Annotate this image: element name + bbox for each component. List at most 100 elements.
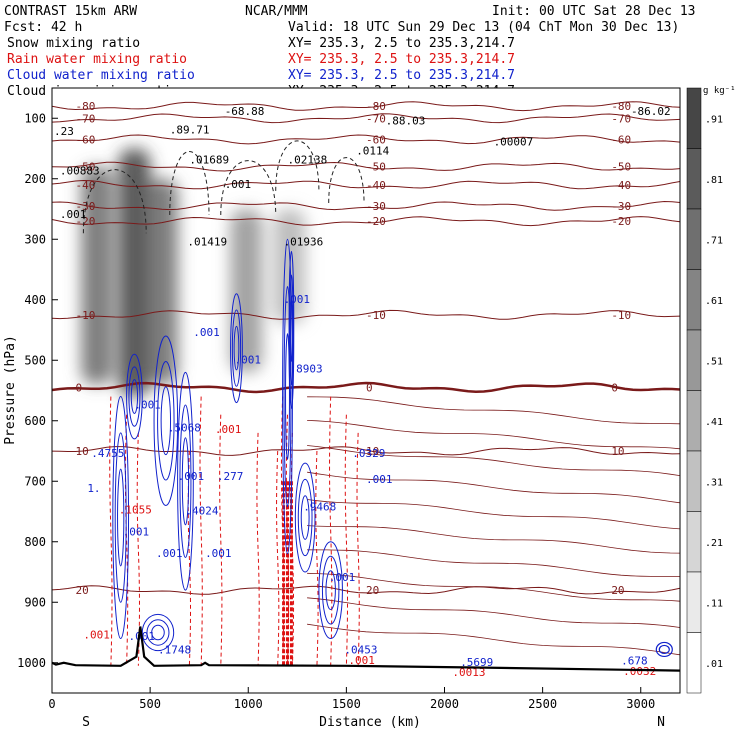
legend-label: Rain water mixing ratio <box>7 52 187 67</box>
isotherm-label: -50 <box>76 161 96 174</box>
isotherm-line <box>51 101 681 112</box>
cloud-water-contour <box>325 570 336 611</box>
isotherm-line <box>51 161 681 172</box>
isotherm-line <box>51 216 681 227</box>
isotherm-label: -30 <box>366 200 386 213</box>
colorbar-box <box>686 632 702 694</box>
isotherm-label: -50 <box>611 161 631 174</box>
isotherm-label: -40 <box>76 179 96 192</box>
colorbar-box <box>686 571 702 633</box>
isotherm-label: -70 <box>611 112 631 125</box>
field-label: .001 <box>329 571 356 584</box>
cloud-water-contour <box>130 379 139 414</box>
isotherm-label: -80 <box>366 100 386 113</box>
isotherm-label: -10 <box>76 309 96 322</box>
isotherm-line <box>51 113 681 124</box>
field-label: .001 <box>215 423 242 436</box>
model-title: CONTRAST 15km ARW <box>4 4 137 19</box>
colorbar-box <box>686 390 702 452</box>
rain-contour <box>256 432 260 666</box>
field-label: -68.88 <box>225 105 265 118</box>
colorbar-box <box>686 87 702 149</box>
rain-contour <box>124 414 129 666</box>
field-label: .001 <box>83 629 110 642</box>
field-label: .1748 <box>158 644 191 657</box>
cloud-water-contour <box>160 386 172 456</box>
forecast-hour: Fcst: 42 h <box>4 20 82 35</box>
field-label: .001 <box>225 178 252 191</box>
cloud-water-contour <box>141 613 175 652</box>
field-label: .001 <box>348 654 375 667</box>
field-label: .89.71 <box>170 123 210 136</box>
cloud-water-contour <box>318 541 343 640</box>
plot-area: -80 -80 -80-70 -70 -70-60 -60 -60-50 -50 -50-40-… <box>51 88 681 693</box>
field-label: .001 <box>205 547 232 560</box>
y-axis-label: Pressure (hPa) <box>3 335 18 445</box>
cloud-water-contour <box>181 437 190 526</box>
terrain-line <box>51 626 681 672</box>
south-label: S <box>82 715 90 730</box>
x-tick-label: 0 <box>48 697 55 711</box>
isotherm-label: 10 <box>611 445 624 458</box>
colorbar-label: .21 <box>705 538 723 549</box>
field-label: .5699 <box>460 656 493 669</box>
snow-column <box>118 148 151 397</box>
axes: 0 500 1000 1500 2000 2500 30001002003004005006… <box>3 87 681 730</box>
rain-contour <box>285 414 290 666</box>
field-label: .23 <box>54 125 74 138</box>
rain-contour <box>199 396 203 666</box>
colorbar-box <box>686 450 702 512</box>
cloud-water-contour <box>289 298 293 362</box>
isotherm-label: 20 <box>76 584 89 597</box>
rain-contour <box>344 414 348 666</box>
cloud-water-contour <box>126 353 143 440</box>
ice-contour <box>328 157 365 203</box>
field-label: .001 <box>235 353 262 366</box>
colorbar-label: .11 <box>705 598 723 609</box>
y-tick-label: 200 <box>24 172 46 186</box>
y-tick-label: 900 <box>24 595 46 609</box>
isotherm-line <box>51 309 681 320</box>
cloud-water-contour <box>321 555 340 625</box>
black-labels: .23 .89.71 -68.88 .88.03 -86.02 .00883 .001 .01… <box>54 105 671 248</box>
isotherm-line <box>307 525 681 554</box>
isotherm-label: -20 <box>366 215 386 228</box>
isotherm-label: 10 <box>76 445 89 458</box>
y-tick-label: 800 <box>24 535 46 549</box>
snow-column <box>81 166 114 385</box>
field-label: .001 <box>60 208 87 221</box>
colorbar-box <box>686 511 702 573</box>
field-label: .00007 <box>494 135 534 148</box>
isotherm-line <box>307 549 681 577</box>
colorbar-label: .51 <box>705 356 723 367</box>
isotherm-line <box>307 471 681 504</box>
colorbar: .91 .81 .71 .61 .51 .41 .31 .21 .11 .01 g kg⁻¹ <box>686 86 736 694</box>
y-tick-label: 100 <box>24 111 46 125</box>
colorbar-label: .41 <box>705 417 723 428</box>
legend-xy: XY= 235.3, 2.5 to 235.3,214.7 <box>288 52 515 67</box>
cloud-water-contour <box>233 325 240 371</box>
legend-label: Snow mixing ratio <box>7 36 140 51</box>
field-label: .4024 <box>185 505 218 518</box>
cloud-water-contour <box>117 468 125 567</box>
colorbar-label: .01 <box>705 659 723 670</box>
field-label: 1. <box>87 482 100 495</box>
cloud-water-contour <box>285 333 290 460</box>
field-label: .678 <box>621 655 648 668</box>
field-label: .001 <box>366 473 393 486</box>
colorbar-box <box>686 329 702 391</box>
field-label: .5068 <box>168 422 201 435</box>
field-label: .8903 <box>289 362 322 375</box>
colorbar-label: .71 <box>705 235 723 246</box>
isotherm-label: -10 <box>611 309 631 322</box>
plot-frame <box>51 87 681 694</box>
cloud-water-contour <box>151 624 165 641</box>
isotherm-label: -20 <box>611 215 631 228</box>
y-tick-label: 1000 <box>17 656 46 670</box>
ice-contour <box>220 160 277 216</box>
cloud-water-contour <box>658 644 670 655</box>
cloud-water-contour <box>289 274 294 386</box>
field-label: .1055 <box>119 503 152 516</box>
cloud-water-contour <box>112 396 130 640</box>
colorbar-box <box>686 269 702 331</box>
